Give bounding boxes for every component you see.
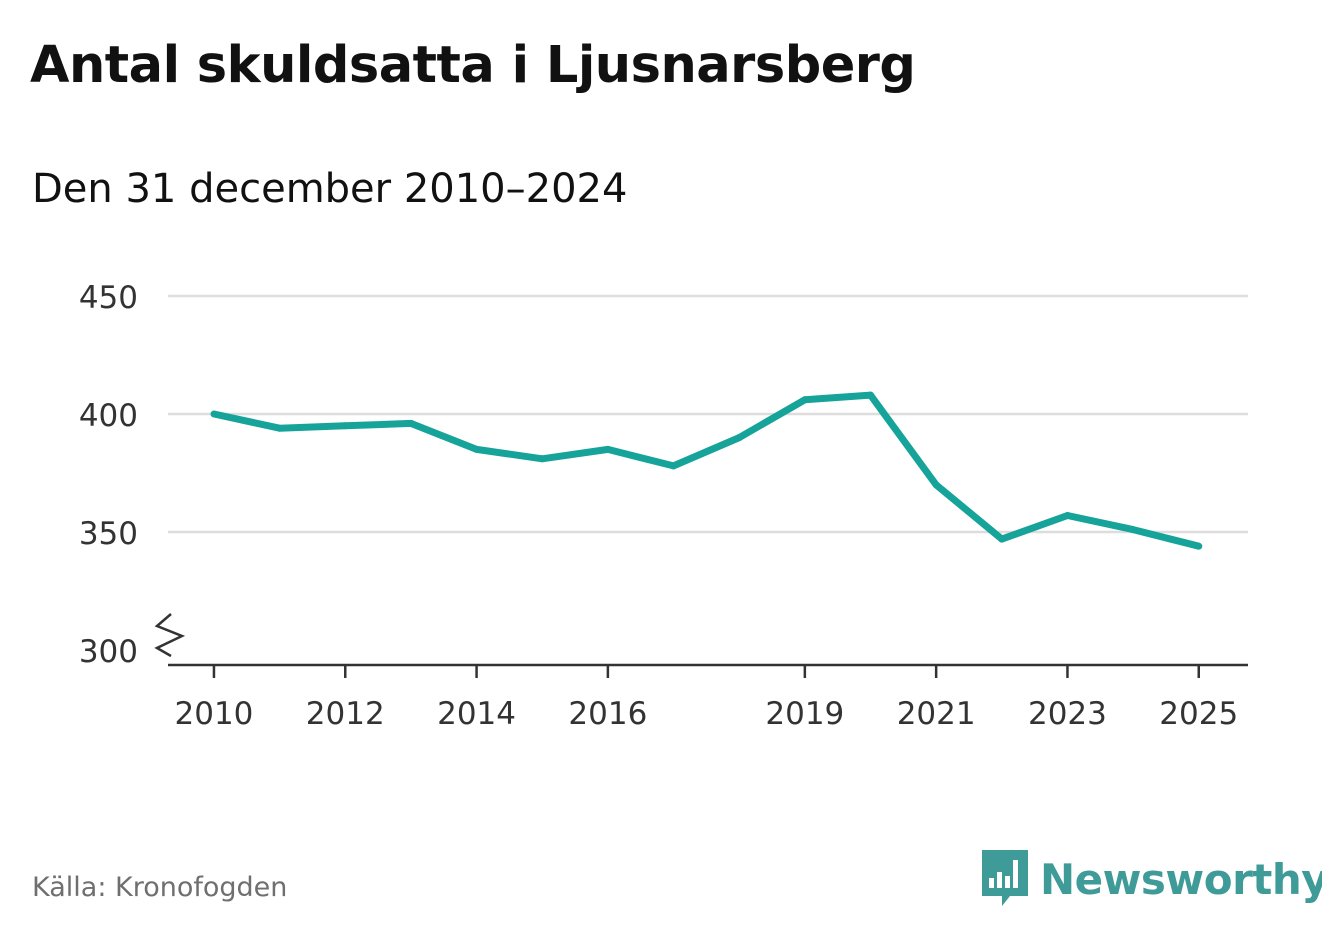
grid-lines bbox=[168, 294, 1248, 534]
x-tick-label-2012: 2012 bbox=[306, 696, 385, 732]
data-point-2011 bbox=[276, 424, 284, 432]
chart-subtitle: Den 31 december 2010–2024 bbox=[32, 166, 628, 212]
x-tick-label-2023: 2023 bbox=[1028, 696, 1107, 732]
source-note: Källa: Kronofogden bbox=[32, 872, 288, 903]
data-point-2024 bbox=[1129, 526, 1137, 534]
x-tick-label-2014: 2014 bbox=[437, 696, 516, 732]
tick-labels: 300 350 400 450 2010 2012 2014 2016 2019 2021 2023… bbox=[79, 280, 1238, 732]
data-point-2018 bbox=[735, 434, 743, 442]
data-point-2015 bbox=[538, 455, 546, 463]
data-point-2022 bbox=[998, 535, 1006, 543]
bar-chart-speech-bubble-icon bbox=[982, 850, 1028, 906]
x-tick-label-2019: 2019 bbox=[765, 696, 844, 732]
y-tick-label-450: 450 bbox=[79, 280, 138, 316]
y-tick-label-400: 400 bbox=[79, 398, 138, 434]
chart-title: Antal skuldsatta i Ljusnarsberg bbox=[30, 36, 916, 95]
data-point-2013 bbox=[407, 419, 415, 427]
data-point-2019 bbox=[801, 396, 809, 404]
x-axis bbox=[154, 613, 1248, 678]
x-tick-label-2025: 2025 bbox=[1159, 696, 1238, 732]
y-tick-label-350: 350 bbox=[79, 516, 138, 552]
x-tick-label-2010: 2010 bbox=[175, 696, 254, 732]
x-tick-label-2016: 2016 bbox=[568, 696, 647, 732]
x-tick-label-2021: 2021 bbox=[897, 696, 976, 732]
y-tick-label-300: 300 bbox=[79, 634, 138, 670]
data-point-2023 bbox=[1064, 512, 1071, 519]
series-line bbox=[213, 391, 1200, 550]
data-point-2016 bbox=[604, 445, 612, 453]
data-point-2021 bbox=[932, 481, 940, 489]
data-point-2010 bbox=[210, 410, 218, 418]
data-point-2014 bbox=[473, 445, 481, 453]
data-point-2025 bbox=[1195, 542, 1203, 550]
axis-break-mark bbox=[154, 613, 186, 658]
brand-name: Newsworthy bbox=[1040, 854, 1322, 904]
data-point-2012 bbox=[341, 422, 349, 430]
data-point-2017 bbox=[670, 462, 677, 470]
series-line-group bbox=[210, 391, 1203, 550]
brand-logo: Newsworthy bbox=[980, 848, 1322, 910]
data-point-2020 bbox=[867, 391, 874, 399]
